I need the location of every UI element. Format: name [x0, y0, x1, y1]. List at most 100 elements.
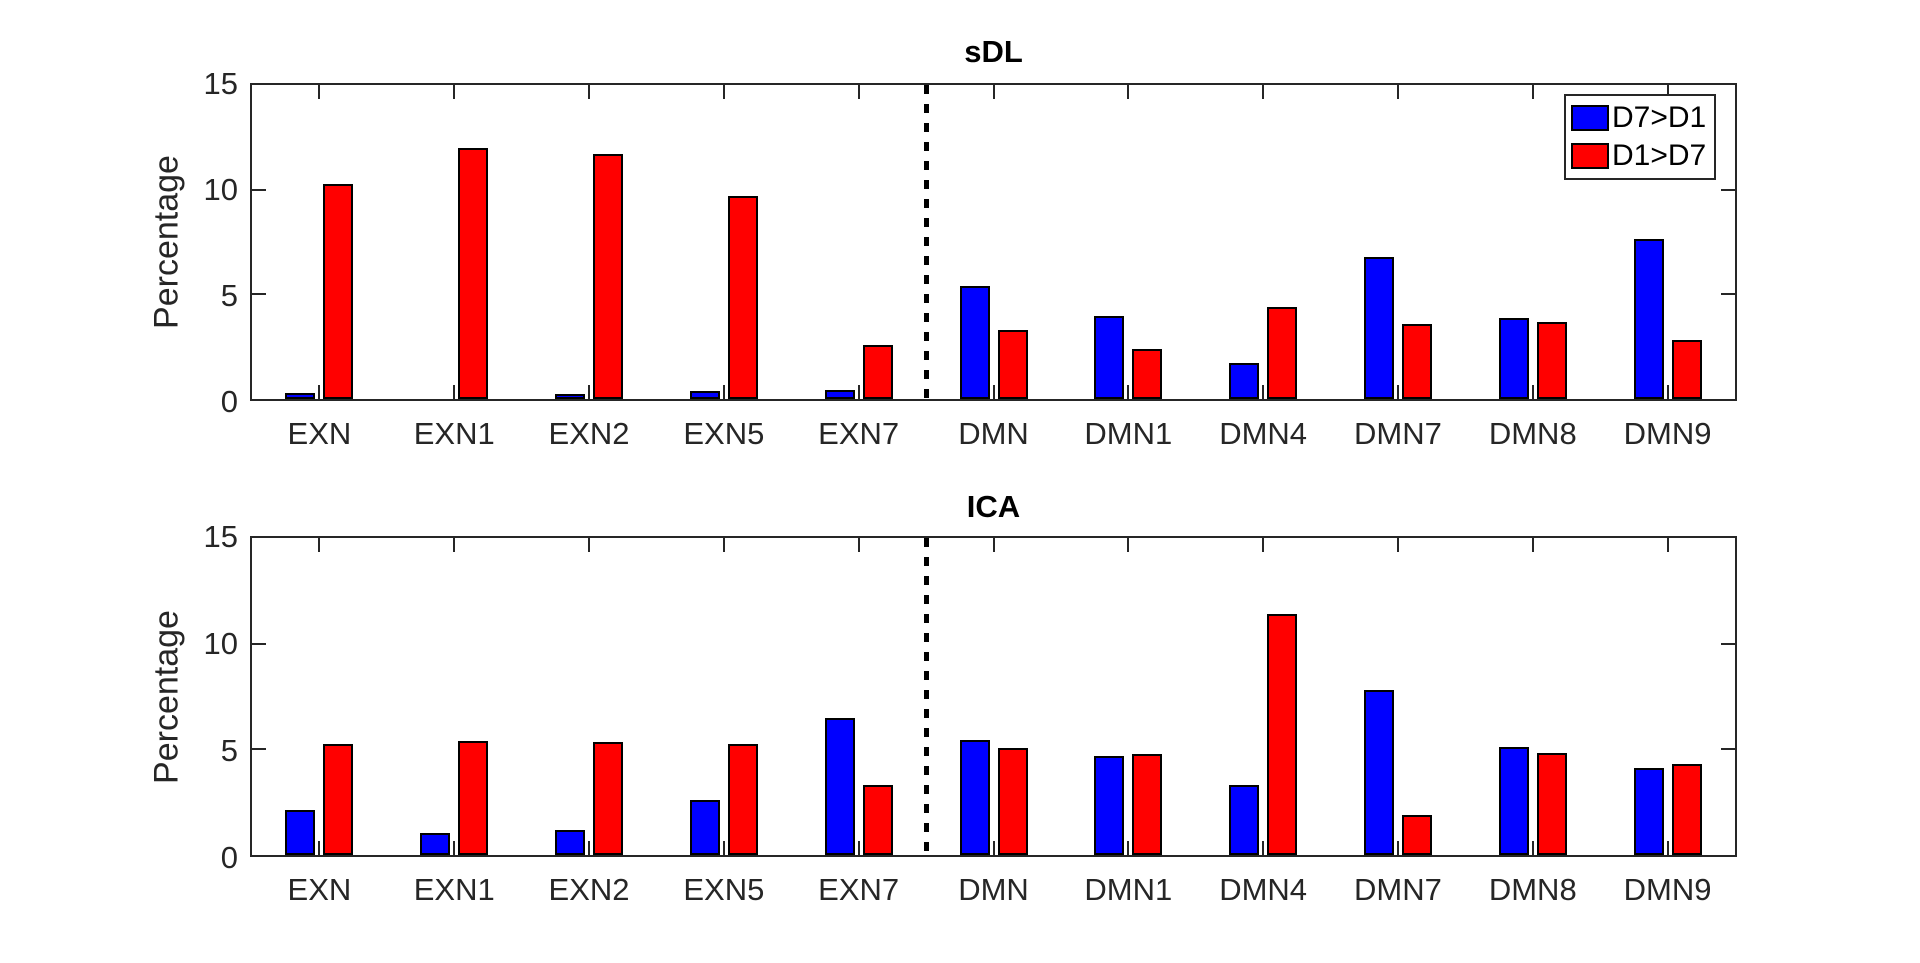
bar-D7>D1-EXN5: [689, 800, 720, 855]
y-tick-label: 15: [203, 519, 238, 554]
x-tick-mirror: [1666, 85, 1669, 99]
bar-D7>D1-EXN7: [824, 389, 855, 399]
x-tick: [1531, 841, 1534, 855]
legend-swatch-blue: [1571, 105, 1609, 132]
y-tick: [252, 642, 266, 645]
x-tick: [588, 385, 591, 399]
bar-D7>D1-DMN7: [1363, 256, 1394, 399]
y-tick-label: 0: [220, 384, 238, 419]
bar-D1>D7-DMN4: [1267, 614, 1298, 855]
x-tick: [857, 841, 860, 855]
x-tick: [1127, 841, 1130, 855]
bar-D7>D1-EXN2: [555, 829, 586, 855]
bar-D7>D1-EXN2: [555, 393, 586, 399]
x-tick: [1666, 385, 1669, 399]
x-tick-label: DMN: [958, 872, 1029, 907]
legend-swatch-red: [1571, 142, 1609, 169]
bar-D7>D1-DMN7: [1363, 690, 1394, 855]
x-tick: [1531, 385, 1534, 399]
bar-D1>D7-DMN8: [1536, 752, 1567, 855]
x-tick-mirror: [1666, 538, 1669, 552]
x-tick-mirror: [1262, 538, 1265, 552]
legend-label-d1-gt-d7: D1>D7: [1612, 138, 1707, 172]
x-tick-mirror: [992, 538, 995, 552]
x-tick-label: DMN9: [1623, 872, 1712, 907]
x-tick-label: DMN8: [1488, 872, 1577, 907]
x-tick-mirror: [1396, 538, 1399, 552]
x-tick-mirror: [318, 538, 321, 552]
x-tick-mirror: [453, 85, 456, 99]
x-tick-label: EXN2: [548, 416, 630, 451]
bar-D1>D7-EXN: [323, 184, 354, 399]
y-tick-mirror: [1721, 293, 1735, 296]
x-tick-mirror: [588, 85, 591, 99]
ica-chart-title: ICA: [966, 489, 1021, 524]
y-tick-label: 15: [203, 66, 238, 101]
bar-D7>D1-EXN5: [689, 390, 720, 399]
x-tick-mirror: [857, 538, 860, 552]
x-tick-mirror: [857, 85, 860, 99]
y-tick: [252, 748, 266, 751]
x-tick-mirror: [1396, 85, 1399, 99]
x-tick-mirror: [1531, 538, 1534, 552]
x-tick: [1666, 841, 1669, 855]
bar-D7>D1-DMN9: [1633, 768, 1664, 855]
bar-D1>D7-EXN1: [458, 740, 489, 855]
bar-D1>D7-DMN1: [1132, 753, 1163, 855]
legend-label-d7-gt-d1: D7>D1: [1612, 101, 1707, 135]
bar-D1>D7-DMN8: [1536, 321, 1567, 399]
x-tick: [588, 841, 591, 855]
x-tick-label: DMN4: [1219, 416, 1308, 451]
x-tick: [453, 385, 456, 399]
x-tick-label: EXN1: [413, 416, 495, 451]
x-tick: [992, 841, 995, 855]
x-tick-mirror: [1127, 85, 1130, 99]
bar-D1>D7-EXN5: [727, 744, 758, 855]
bar-D1>D7-DMN: [997, 748, 1028, 855]
bar-D7>D1-DMN8: [1498, 318, 1529, 399]
bar-D1>D7-EXN5: [727, 195, 758, 399]
x-tick-mirror: [1262, 85, 1265, 99]
x-tick-label: DMN: [958, 416, 1029, 451]
x-tick-label: DMN1: [1084, 416, 1173, 451]
bar-D1>D7-EXN: [323, 744, 354, 855]
x-tick: [992, 385, 995, 399]
y-tick-mirror: [1721, 748, 1735, 751]
bar-D1>D7-EXN7: [862, 785, 893, 855]
bar-D1>D7-EXN2: [593, 741, 624, 855]
bar-D7>D1-DMN4: [1229, 363, 1260, 399]
bar-D1>D7-DMN9: [1671, 764, 1702, 855]
x-tick-label: DMN9: [1623, 416, 1712, 451]
legend-item-d7-gt-d1: D7>D1: [1571, 103, 1709, 133]
x-tick-mirror: [1127, 538, 1130, 552]
x-tick: [857, 385, 860, 399]
group-separator-line: [923, 85, 929, 399]
x-tick: [318, 841, 321, 855]
bar-D7>D1-DMN9: [1633, 238, 1664, 399]
x-tick-label: EXN1: [413, 872, 495, 907]
bar-D1>D7-DMN7: [1401, 323, 1432, 399]
y-tick-label: 5: [220, 278, 238, 313]
bar-D1>D7-DMN: [997, 329, 1028, 399]
x-tick: [1396, 841, 1399, 855]
bar-D1>D7-EXN7: [862, 344, 893, 399]
x-tick-mirror: [722, 85, 725, 99]
y-tick-mirror: [1721, 188, 1735, 191]
y-tick-label: 10: [203, 626, 238, 661]
y-tick-label: 10: [203, 172, 238, 207]
y-tick: [252, 293, 266, 296]
group-separator-line: [923, 538, 929, 855]
x-tick-label: DMN1: [1084, 872, 1173, 907]
y-tick-mirror: [1721, 642, 1735, 645]
legend: D7>D1 D1>D7: [1564, 94, 1716, 180]
x-tick: [453, 841, 456, 855]
x-tick-label: DMN4: [1219, 872, 1308, 907]
x-tick-mirror: [992, 85, 995, 99]
legend-item-d1-gt-d7: D1>D7: [1571, 138, 1709, 172]
bar-D7>D1-EXN: [285, 809, 316, 855]
x-tick-mirror: [453, 538, 456, 552]
x-tick-label: DMN8: [1488, 416, 1577, 451]
x-tick-label: EXN: [287, 416, 352, 451]
bar-D7>D1-DMN1: [1094, 316, 1125, 399]
x-tick-label: EXN5: [683, 416, 765, 451]
